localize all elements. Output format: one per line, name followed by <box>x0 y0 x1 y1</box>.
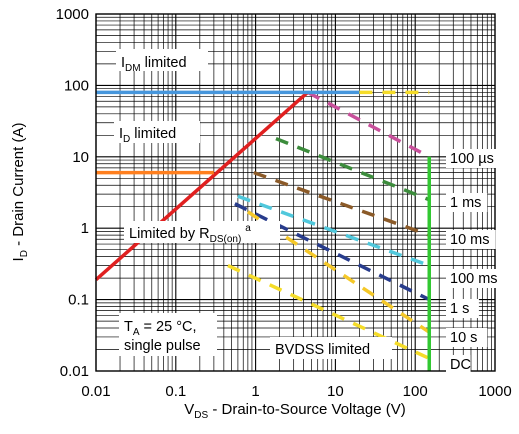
limit-line-rds-on <box>94 91 309 282</box>
plot-frame <box>95 13 496 372</box>
y-tick-label: 0.01 <box>60 363 89 380</box>
x-tick-label: 1 <box>251 383 259 400</box>
series-label-bg <box>446 230 496 249</box>
annotation-idm-limited: IDM limited <box>116 49 208 74</box>
x-tick-label: 100 <box>403 383 428 400</box>
soa-line-10-ms <box>253 170 430 237</box>
y-tick-label: 10 <box>72 149 89 166</box>
series-label-text: 10 s <box>450 330 477 346</box>
y-axis-title: ID - Drain Current (A) <box>10 123 30 262</box>
series-label-bg <box>446 149 504 168</box>
series-label: 1 ms <box>446 193 488 212</box>
series-label-text: 1 s <box>450 301 469 317</box>
x-tick-label: 10 <box>327 383 344 400</box>
svg-text:TA = 25 °C,: TA = 25 °C, <box>124 319 197 338</box>
series-labels: 100 µs 1 ms 10 ms 100 ms 1 s 10 s DC <box>446 149 504 374</box>
y-tick-label: 100 <box>64 77 89 94</box>
series-label-bg <box>446 299 479 318</box>
series-label-text: DC <box>450 357 471 373</box>
series-label-bg <box>446 269 504 288</box>
series-label: 10 s <box>446 328 488 347</box>
x-tick-label: 0.1 <box>165 383 186 400</box>
series-label: 100 µs <box>446 149 504 168</box>
series-label-text: 100 ms <box>450 271 498 287</box>
soa-line-1-ms <box>275 136 430 202</box>
series-label-bg <box>446 355 471 374</box>
y-tick-label: 0.1 <box>68 292 89 309</box>
x-axis-title: VDS - Drain-to-Source Voltage (V) <box>184 401 406 421</box>
soa-line-100-ms <box>237 194 430 268</box>
series-label: 10 ms <box>446 230 496 249</box>
annotation-rds-limited: Limited by RDS(on)a <box>124 221 280 245</box>
x-tick-label: 0.01 <box>81 383 110 400</box>
series-label: 100 ms <box>446 269 504 288</box>
svg-text:ID limited: ID limited <box>119 126 176 145</box>
x-tick-label: 1000 <box>478 383 511 400</box>
annotation-id-limited: ID limited <box>114 121 200 145</box>
y-tick-label: 1 <box>81 220 89 237</box>
series-label-bg <box>446 328 488 347</box>
plot-lines <box>94 90 432 371</box>
series-label-text: 10 ms <box>450 232 490 248</box>
svg-text:IDM limited: IDM limited <box>121 55 187 74</box>
soa-line-dc <box>227 263 430 361</box>
svg-text:single pulse: single pulse <box>124 338 201 354</box>
svg-text:BVDSS limited: BVDSS limited <box>275 342 370 358</box>
series-label: DC <box>446 355 471 374</box>
series-label-text: 100 µs <box>450 151 494 167</box>
annotation-conditions: TA = 25 °C, single pulse <box>119 313 217 356</box>
y-tick-label: 1000 <box>56 6 89 23</box>
tick-labels: 0.01 0.1 1 10 100 1000 0.01 0.1 1 10 100 1000 <box>56 6 512 400</box>
grid-lines <box>95 14 495 372</box>
svg-text:Limited by RDS(on)a: Limited by RDS(on)a <box>129 223 251 245</box>
series-label-text: 1 ms <box>450 195 481 211</box>
series-label: 1 s <box>446 299 479 318</box>
series-label-bg <box>446 193 488 212</box>
annotation-bvdss-limited: BVDSS limited <box>270 337 392 359</box>
